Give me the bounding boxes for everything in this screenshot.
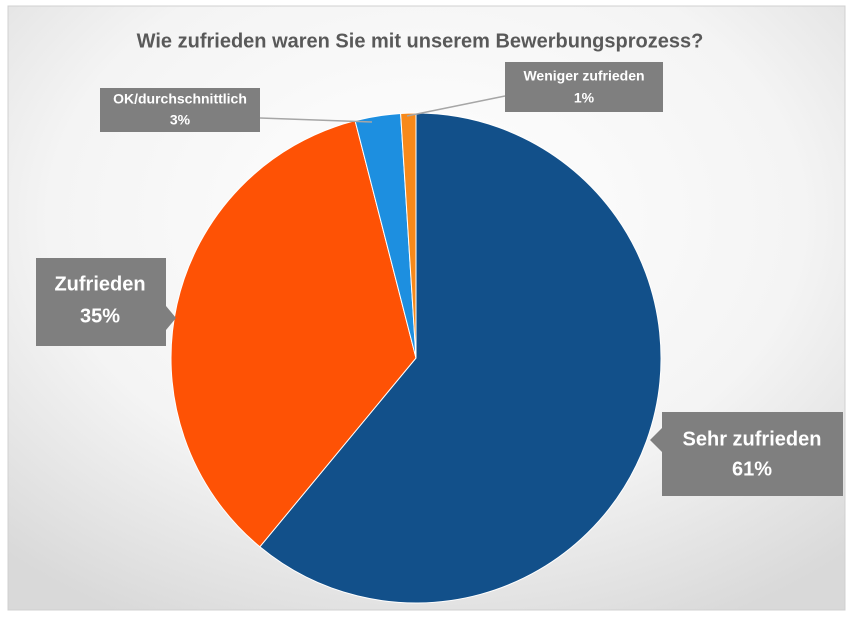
label-value: 35% <box>80 305 120 327</box>
label-pointer <box>650 428 662 452</box>
label-name: Zufrieden <box>54 273 145 295</box>
label-box <box>662 412 843 496</box>
label-value: 61% <box>732 458 772 480</box>
label-name: Sehr zufrieden <box>683 428 822 450</box>
label-pointer <box>166 306 176 330</box>
label-name: OK/durchschnittlich <box>113 91 247 107</box>
label-value: 3% <box>170 112 191 128</box>
label-name: Weniger zufrieden <box>523 68 644 84</box>
pie-slice <box>400 112 417 359</box>
label-box <box>505 62 663 112</box>
label-value: 1% <box>574 90 595 106</box>
pie-slice <box>170 120 417 548</box>
leader-line <box>259 117 373 123</box>
pie-slice <box>259 112 662 604</box>
label-box <box>36 258 166 346</box>
leader-line <box>406 95 506 117</box>
label-box <box>100 88 260 132</box>
chart-title: Wie zufrieden waren Sie mit unserem Bewe… <box>137 30 704 52</box>
